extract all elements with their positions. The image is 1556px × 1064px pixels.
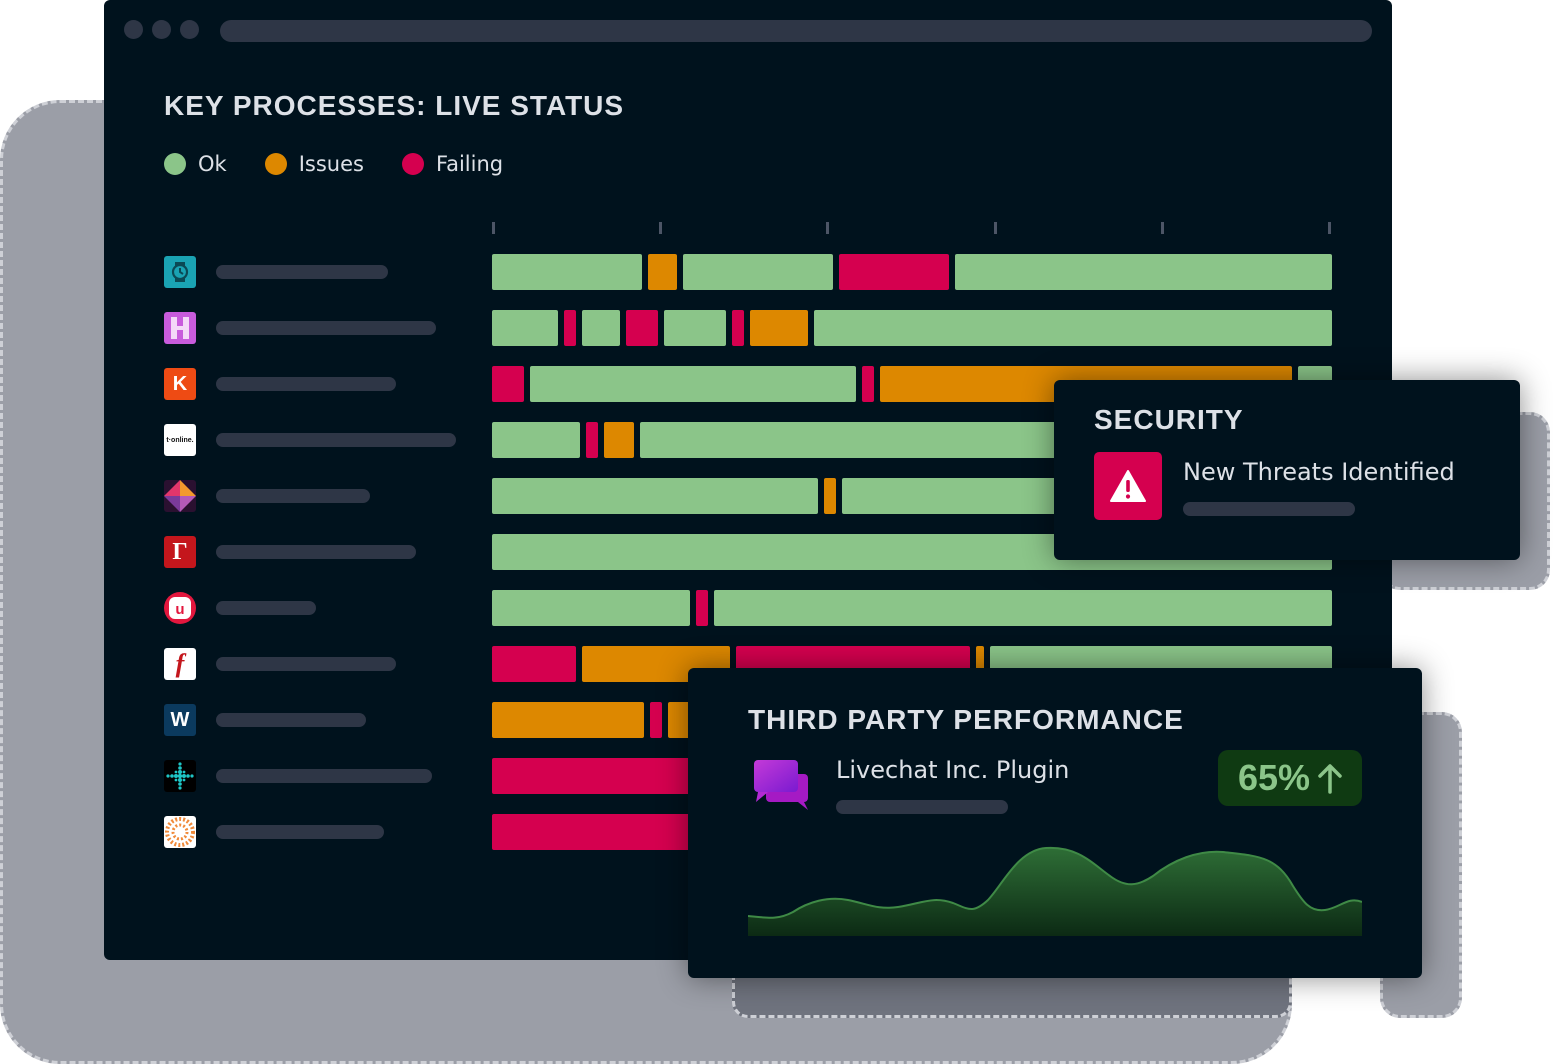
svg-text:u: u [175, 601, 184, 618]
status-segment-ok [530, 366, 856, 402]
status-segment-issues [604, 422, 634, 458]
dashboard-title: KEY PROCESSES: LIVE STATUS [164, 90, 625, 121]
status-segment-failing [564, 310, 576, 346]
sunburst-logo-icon [164, 816, 196, 848]
status-segment-ok [714, 590, 1332, 626]
h-logo-icon [164, 312, 196, 344]
performance-sparkline [748, 846, 1362, 936]
status-segment-failing [626, 310, 658, 346]
f-logo-icon: f [164, 648, 196, 680]
legend-label: Issues [298, 152, 364, 176]
status-segment-ok [683, 254, 833, 290]
status-segment-ok [492, 310, 558, 346]
status-segment-failing [696, 590, 708, 626]
status-segment-issues [492, 702, 644, 738]
window-dot[interactable] [152, 20, 171, 39]
status-segment-ok [582, 310, 620, 346]
status-segment-ok [492, 254, 642, 290]
security-alert-text: New Threats Identified [1183, 458, 1455, 486]
status-segment-issues [824, 478, 836, 514]
address-bar[interactable] [220, 20, 1372, 42]
legend-label: Failing [435, 152, 504, 176]
warning-icon [1094, 452, 1162, 520]
status-segment-ok [492, 478, 818, 514]
performance-badge: 65% [1218, 750, 1362, 806]
legend-dot-ok [164, 153, 186, 175]
process-label-placeholder [216, 545, 416, 559]
process-label-placeholder [216, 489, 370, 503]
legend-dot-issues [264, 153, 287, 175]
status-segment-ok [492, 422, 580, 458]
r-logo-icon: Γ [164, 536, 196, 568]
t-online-logo-icon: t·online. [164, 424, 196, 456]
chat-bubbles-icon [754, 760, 810, 810]
status-segment-failing [586, 422, 598, 458]
timeline-tick [1328, 222, 1331, 234]
k-logo-icon: K [164, 368, 196, 400]
process-label-placeholder [216, 825, 384, 839]
process-label-placeholder [216, 377, 396, 391]
process-label-placeholder [216, 321, 436, 335]
timeline-tick [492, 222, 495, 234]
legend-item-failing: Failing [401, 152, 504, 176]
security-title: SECURITY [1094, 404, 1244, 435]
timeline-tick [659, 222, 662, 234]
status-segment-issues [750, 310, 808, 346]
watch-icon [164, 256, 196, 288]
status-segment-failing [650, 702, 662, 738]
status-segment-failing [492, 758, 712, 794]
status-segment-ok [814, 310, 1332, 346]
legend-item-issues: Issues [264, 152, 364, 176]
timeline-tick [826, 222, 829, 234]
status-legend: Ok Issues Failing [164, 152, 503, 176]
plugin-name: Livechat Inc. Plugin [836, 756, 1070, 784]
legend-item-ok: Ok [164, 152, 227, 176]
security-panel[interactable]: SECURITY New Threats Identified [1054, 380, 1520, 560]
third-party-title: THIRD PARTY PERFORMANCE [748, 704, 1184, 735]
status-segment-failing [492, 814, 712, 850]
status-segment-issues [976, 646, 984, 682]
window-dot[interactable] [124, 20, 143, 39]
process-label-placeholder [216, 433, 456, 447]
process-label-placeholder [216, 657, 396, 671]
third-party-performance-panel[interactable]: THIRD PARTY PERFORMANCE Livechat Inc. Pl… [688, 668, 1422, 978]
arrow-up-icon [1318, 762, 1342, 794]
process-label-placeholder [216, 769, 432, 783]
timeline-tick [994, 222, 997, 234]
legend-label: Ok [198, 152, 227, 176]
status-segment-failing [839, 254, 949, 290]
window-dot[interactable] [180, 20, 199, 39]
timeline-tick [1161, 222, 1164, 234]
status-segment-ok [664, 310, 726, 346]
security-detail-placeholder [1183, 502, 1355, 516]
process-label-placeholder [216, 265, 388, 279]
status-segment-failing [732, 310, 744, 346]
plugin-detail-placeholder [836, 800, 1008, 814]
dot-grid-logo-icon [164, 760, 196, 792]
process-label-placeholder [216, 713, 366, 727]
legend-dot-failing [401, 153, 424, 175]
kite-logo-icon [164, 480, 196, 512]
status-segment-issues [648, 254, 677, 290]
n-logo-icon: u [164, 592, 196, 624]
w-logo-icon: W [164, 704, 196, 736]
status-segment-ok [955, 254, 1332, 290]
process-label-placeholder [216, 601, 316, 615]
status-segment-failing [862, 366, 874, 402]
performance-percent: 65% [1237, 757, 1311, 798]
window-controls [124, 20, 199, 39]
status-segment-ok [492, 590, 690, 626]
status-segment-failing [492, 646, 576, 682]
status-segment-failing [492, 366, 524, 402]
